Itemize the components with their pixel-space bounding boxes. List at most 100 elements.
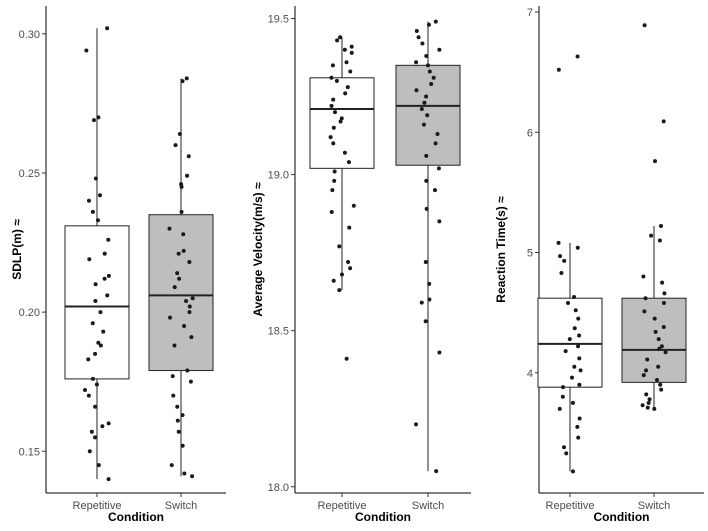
iqr-box	[621, 297, 687, 383]
data-point	[572, 364, 577, 369]
data-point	[332, 110, 337, 115]
data-point	[556, 67, 561, 72]
data-point	[180, 443, 185, 448]
data-point	[557, 406, 562, 411]
x-category-label: Repetitive	[318, 500, 367, 512]
data-point	[100, 424, 105, 429]
data-point	[339, 116, 344, 121]
data-point	[416, 35, 421, 40]
x-category-label: Switch	[638, 500, 670, 512]
y-tick-label: 7	[527, 7, 533, 19]
data-point	[96, 463, 101, 468]
box-repetitive	[309, 35, 375, 361]
data-point	[344, 60, 349, 65]
data-point	[175, 404, 180, 409]
data-point	[437, 47, 442, 52]
data-point	[93, 298, 98, 303]
data-point	[556, 240, 561, 245]
data-point	[331, 278, 336, 283]
data-point	[346, 160, 351, 165]
iqr-box	[309, 77, 375, 169]
data-point	[641, 373, 646, 378]
data-point	[184, 76, 189, 81]
data-point	[572, 326, 577, 331]
data-point	[177, 276, 182, 281]
iqr-box	[395, 64, 461, 166]
data-point	[175, 418, 180, 423]
data-point	[562, 258, 567, 263]
data-point	[172, 285, 177, 290]
data-point	[658, 382, 663, 387]
y-tick-label: 4	[527, 368, 533, 380]
data-point	[575, 54, 580, 59]
data-point	[567, 337, 572, 342]
iqr-box	[537, 297, 603, 388]
data-point	[655, 377, 660, 382]
data-point	[642, 309, 647, 314]
y-axis-title: Average Velocity(m/s) ≈	[251, 182, 265, 317]
data-point	[181, 232, 186, 237]
data-point	[173, 143, 178, 148]
data-point	[659, 344, 664, 349]
data-point	[102, 251, 107, 256]
data-point	[89, 429, 94, 434]
data-point	[652, 159, 657, 164]
data-point	[101, 329, 106, 334]
data-point	[187, 260, 192, 265]
data-point	[185, 173, 190, 178]
data-point	[660, 280, 665, 285]
data-point	[646, 400, 651, 405]
data-point	[419, 300, 424, 305]
data-point	[182, 324, 187, 329]
iqr-box	[148, 214, 214, 372]
data-point	[349, 44, 354, 49]
data-point	[177, 132, 182, 137]
data-point	[106, 273, 111, 278]
data-point	[170, 374, 175, 379]
data-point	[90, 321, 95, 326]
data-point	[337, 288, 342, 293]
data-point	[643, 296, 648, 301]
data-point	[329, 103, 334, 108]
x-category-label: Switch	[412, 500, 444, 512]
data-point	[86, 198, 91, 203]
data-point	[98, 310, 103, 315]
box-switch	[395, 19, 461, 474]
data-point	[96, 115, 101, 120]
data-point	[647, 397, 652, 402]
data-point	[330, 188, 335, 193]
data-point	[93, 176, 98, 181]
data-point	[171, 393, 176, 398]
data-point	[339, 272, 344, 277]
y-tick-label: 18.5	[268, 326, 289, 338]
data-point	[657, 346, 662, 351]
data-point	[422, 100, 427, 105]
data-point	[414, 28, 419, 33]
data-point	[424, 153, 429, 158]
data-point	[566, 301, 571, 306]
data-point	[175, 271, 180, 276]
data-point	[84, 48, 89, 53]
data-point	[329, 210, 334, 215]
data-point	[570, 400, 575, 405]
data-point	[344, 356, 349, 361]
data-point	[87, 449, 92, 454]
y-axis-title: SDLP(m) ≈	[10, 219, 24, 280]
data-point	[86, 357, 91, 362]
box-repetitive	[64, 26, 130, 482]
data-point	[576, 316, 581, 321]
data-point	[188, 379, 193, 384]
data-point	[420, 41, 425, 46]
data-point	[577, 333, 582, 338]
data-point	[575, 424, 580, 429]
data-point	[429, 82, 434, 87]
data-point	[424, 53, 429, 58]
x-axis-title: Condition	[355, 510, 411, 524]
data-point	[329, 75, 334, 80]
data-point	[190, 296, 195, 301]
y-tick-label: 0.30	[19, 29, 40, 41]
data-point	[190, 474, 195, 479]
data-point	[176, 251, 181, 256]
box-switch	[148, 76, 214, 479]
